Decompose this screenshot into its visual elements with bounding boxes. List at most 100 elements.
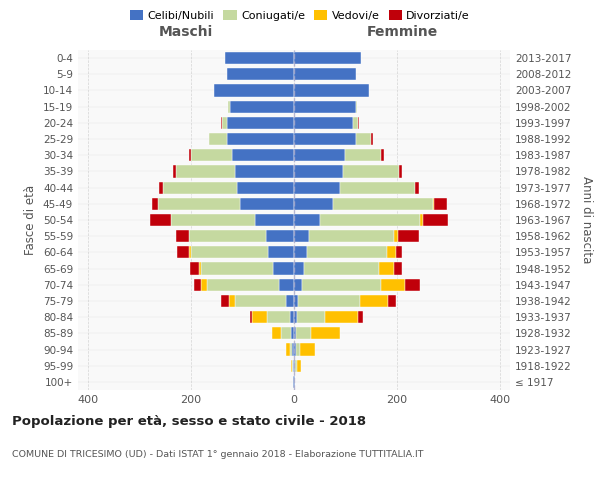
Bar: [227, 133, 294, 145]
Bar: [227, 68, 294, 80]
Bar: [415, 182, 419, 194]
Bar: [152, 198, 158, 210]
Bar: [227, 117, 294, 129]
Bar: [191, 246, 268, 258]
Bar: [177, 246, 188, 258]
Bar: [307, 246, 386, 258]
Bar: [294, 84, 368, 96]
Bar: [294, 278, 302, 291]
Bar: [433, 198, 434, 210]
Bar: [292, 360, 293, 372]
Bar: [290, 344, 292, 355]
Bar: [294, 68, 356, 80]
Bar: [296, 328, 311, 340]
Y-axis label: Fasce di età: Fasce di età: [25, 185, 37, 255]
Text: Femmine: Femmine: [367, 24, 437, 38]
Bar: [325, 311, 358, 323]
Bar: [398, 230, 419, 242]
Bar: [294, 214, 320, 226]
Bar: [206, 278, 278, 291]
Bar: [320, 214, 420, 226]
Bar: [224, 52, 294, 64]
Bar: [235, 166, 294, 177]
Bar: [295, 360, 296, 372]
Bar: [281, 328, 292, 340]
Bar: [294, 328, 296, 340]
Bar: [228, 100, 230, 112]
Bar: [294, 344, 296, 355]
Bar: [420, 214, 422, 226]
Bar: [188, 230, 266, 242]
Bar: [294, 246, 307, 258]
Bar: [188, 149, 191, 162]
Text: COMUNE DI TRICESIMO (UD) - Dati ISTAT 1° gennaio 2018 - Elaborazione TUTTITALIA.: COMUNE DI TRICESIMO (UD) - Dati ISTAT 1°…: [12, 450, 424, 459]
Bar: [238, 182, 294, 194]
Bar: [268, 246, 294, 258]
Bar: [343, 166, 400, 177]
Bar: [176, 166, 235, 177]
Bar: [221, 117, 222, 129]
Bar: [382, 278, 404, 291]
Bar: [360, 295, 388, 307]
Bar: [292, 328, 294, 340]
Bar: [293, 360, 294, 372]
Bar: [388, 295, 396, 307]
Bar: [294, 182, 340, 194]
Bar: [340, 182, 415, 194]
Bar: [286, 295, 294, 307]
Bar: [294, 52, 361, 64]
Bar: [298, 295, 360, 307]
Bar: [396, 246, 402, 258]
Bar: [294, 360, 295, 372]
Bar: [394, 262, 402, 274]
Bar: [199, 262, 202, 274]
Bar: [311, 328, 340, 340]
Bar: [188, 246, 191, 258]
Bar: [296, 344, 299, 355]
Bar: [294, 198, 332, 210]
Bar: [358, 117, 359, 129]
Bar: [400, 166, 402, 177]
Bar: [235, 295, 286, 307]
Bar: [150, 214, 170, 226]
Bar: [191, 149, 232, 162]
Bar: [434, 198, 447, 210]
Bar: [232, 149, 294, 162]
Bar: [294, 149, 346, 162]
Bar: [286, 344, 290, 355]
Bar: [386, 246, 396, 258]
Bar: [356, 100, 357, 112]
Bar: [202, 278, 206, 291]
Bar: [294, 133, 356, 145]
Text: Popolazione per età, sesso e stato civile - 2018: Popolazione per età, sesso e stato civil…: [12, 415, 366, 428]
Bar: [209, 133, 227, 145]
Bar: [302, 278, 382, 291]
Y-axis label: Anni di nascita: Anni di nascita: [580, 176, 593, 264]
Bar: [294, 262, 304, 274]
Bar: [278, 278, 294, 291]
Bar: [304, 262, 379, 274]
Bar: [382, 149, 384, 162]
Bar: [371, 133, 373, 145]
Bar: [272, 328, 281, 340]
Bar: [346, 149, 382, 162]
Bar: [294, 230, 310, 242]
Bar: [356, 133, 371, 145]
Bar: [296, 360, 301, 372]
Bar: [310, 230, 394, 242]
Bar: [294, 295, 298, 307]
Bar: [214, 84, 294, 96]
Bar: [176, 230, 188, 242]
Bar: [358, 311, 364, 323]
Bar: [190, 262, 199, 274]
Bar: [291, 360, 292, 372]
Bar: [173, 166, 176, 177]
Bar: [158, 198, 240, 210]
Bar: [294, 311, 296, 323]
Bar: [250, 311, 253, 323]
Bar: [230, 100, 294, 112]
Bar: [299, 344, 315, 355]
Bar: [353, 117, 358, 129]
Bar: [159, 182, 163, 194]
Bar: [229, 295, 235, 307]
